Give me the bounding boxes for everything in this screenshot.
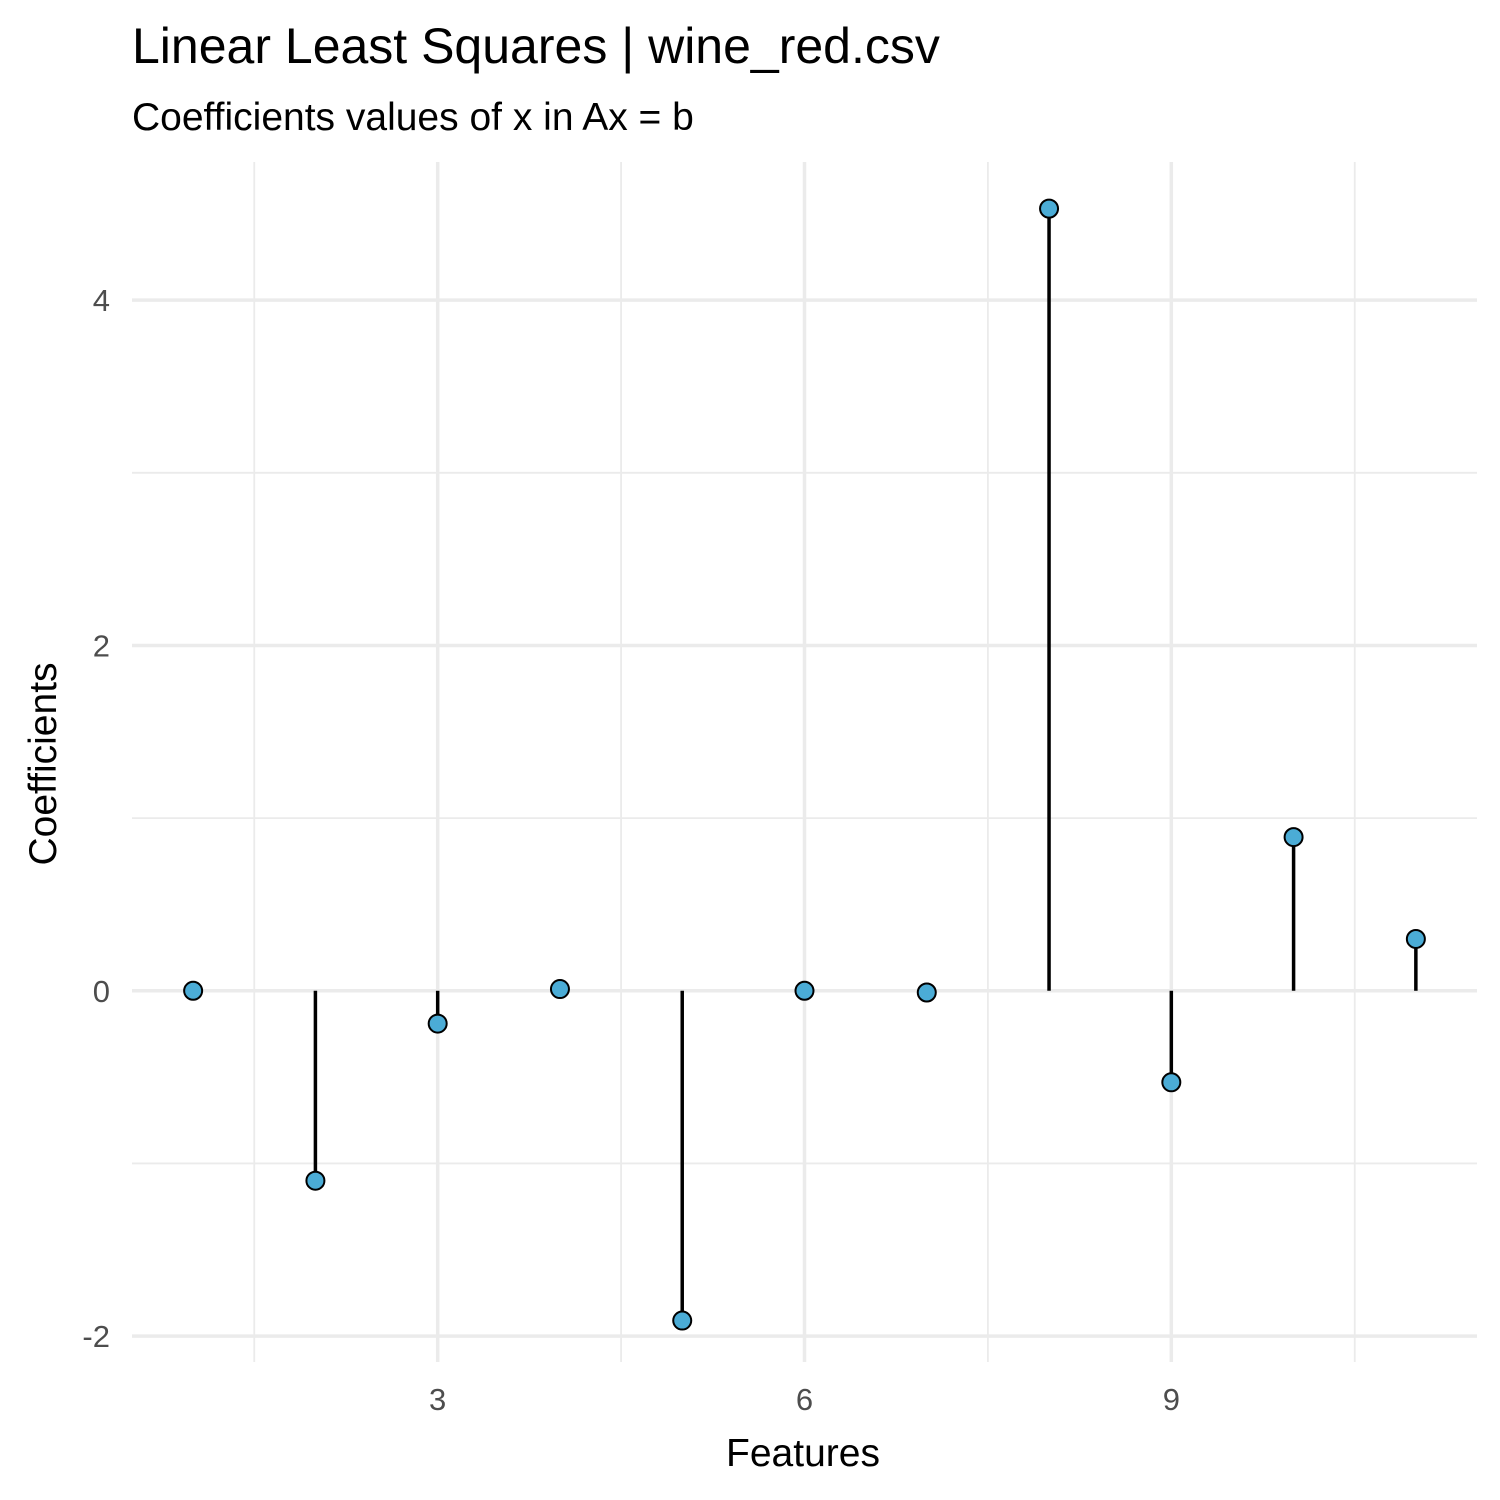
y-tick-label: -2 bbox=[82, 1319, 110, 1354]
x-axis-title: Features bbox=[726, 1432, 880, 1475]
data-point bbox=[916, 982, 937, 1003]
data-point bbox=[427, 1013, 448, 1034]
y-tick-label: 4 bbox=[93, 283, 110, 318]
data-point bbox=[1161, 1072, 1182, 1093]
data-point bbox=[549, 979, 570, 1000]
grid-layer bbox=[132, 162, 1477, 1362]
y-tick-label: 2 bbox=[93, 628, 110, 663]
data-point bbox=[183, 980, 204, 1001]
point-layer bbox=[183, 198, 1426, 1331]
y-axis-title: Coefficients bbox=[22, 662, 65, 865]
data-point bbox=[1405, 928, 1426, 949]
data-point bbox=[1039, 198, 1060, 219]
chart-title: Linear Least Squares | wine_red.csv bbox=[132, 18, 940, 74]
x-tick-label: 9 bbox=[1163, 1382, 1180, 1417]
chart-subtitle: Coefficients values of x in Ax = b bbox=[132, 96, 694, 139]
y-tick-label: 0 bbox=[93, 974, 110, 1009]
data-point bbox=[672, 1310, 693, 1331]
data-point bbox=[305, 1170, 326, 1191]
data-point bbox=[794, 980, 815, 1001]
x-tick-label: 3 bbox=[429, 1382, 446, 1417]
data-point bbox=[1283, 827, 1304, 848]
x-tick-label: 6 bbox=[796, 1382, 813, 1417]
tick-labels: 3 6 9 -2 0 2 4 bbox=[82, 283, 1180, 1417]
